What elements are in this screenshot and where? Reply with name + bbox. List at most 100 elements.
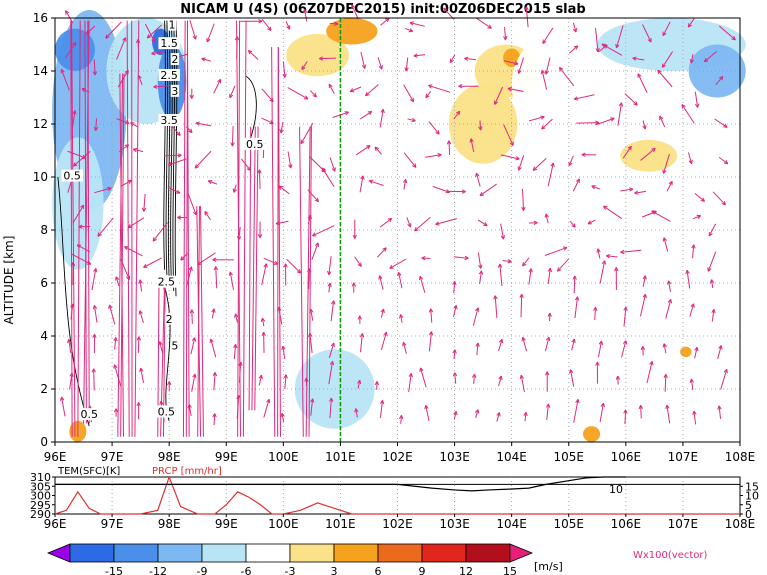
wind-vector-head [93,268,98,273]
wind-vector-head [260,317,266,323]
contour-line [167,20,171,281]
wind-vector-head [723,159,729,165]
wind-vector [544,246,568,257]
wind-vector [449,54,456,63]
wind-vector-head [382,247,387,252]
wind-vector-strong [248,126,252,411]
wind-vector [601,43,623,56]
wind-vector-head [483,222,488,227]
wind-vector-head [188,266,193,271]
wind-vector-head [93,126,99,131]
wind-vector-head [707,267,712,272]
wind-vector [68,339,72,354]
surface-panel: 10 TEM(SFC)[K] PRCP [mm/hr] 290295300305… [30,466,759,531]
wind-vector-head [303,9,308,14]
wind-vector-head [449,58,454,64]
wind-vector [321,167,335,187]
wind-vector [93,368,95,391]
colorbar-segment [245,543,291,563]
wind-vector-head [283,374,288,379]
wind-vector [233,344,237,360]
prcp-line [54,475,740,515]
wind-vector [520,294,523,318]
y-tick-label: 16 [33,11,48,25]
contour-label: 1 [169,19,176,32]
contour-label-bg [61,169,83,182]
surface-left-tick-label: 295 [30,499,51,512]
x-tick-label: 96E [44,450,67,464]
wind-vector-head [167,161,173,167]
wind-vector-head [562,246,568,251]
wind-vector [541,70,548,90]
wind-vector-head [352,234,357,239]
wind-vector-head [667,299,673,304]
wind-vector [640,405,642,419]
wind-vector [640,147,656,161]
wind-vector [499,263,503,287]
wind-vector [547,268,551,285]
wind-vector-head [151,51,156,56]
contour-label-bg [170,53,180,66]
wind-vector-head [519,374,525,380]
wind-vector [285,21,291,30]
wind-vector [718,405,722,419]
wind-vector [187,193,197,216]
wind-vector [475,172,481,187]
wind-vector [379,400,383,418]
wind-vector-head [575,178,580,183]
wind-vector-head [685,269,690,275]
wind-vector-head [544,213,549,218]
wind-vector [453,349,456,359]
wind-vector [115,276,120,287]
wind-vector-head [615,43,620,49]
wind-vector [137,336,140,353]
wind-vector-head [267,26,272,31]
wind-vector-strong [299,126,304,437]
temperature-line [55,476,626,492]
wind-vector [60,69,70,91]
legend-temperature: TEM(SFC)[K] [57,466,120,477]
wind-vector-head [614,267,619,272]
wind-vector-head [328,397,334,402]
wind-vector-head [632,56,637,61]
wind-vector-strong [242,20,247,437]
wind-vector-head [398,415,404,420]
wind-vector [572,22,577,33]
wind-vector-head [620,249,625,255]
wind-vector [708,223,717,237]
wind-vector-head [666,280,672,285]
wind-vector [717,345,722,359]
wind-vector-head [234,313,239,318]
wind-vector [694,347,698,359]
wind-vector-head [361,64,367,69]
wind-vector [114,337,117,350]
wind-vector [310,308,314,321]
wind-vector [428,331,432,352]
wind-vector-head [572,275,577,280]
wind-vector [360,51,366,69]
wind-vector-head [547,267,553,273]
wind-vector [61,396,66,417]
surface-x-ticks: 96E 97E 98E 99E 100E 101E 102E 103E 104E 105E 106E… [44,514,755,531]
wind-vector [403,179,407,190]
wind-vector-head [319,56,324,61]
wind-vector [642,24,652,43]
wind-vector [139,310,144,324]
wind-vector [354,256,362,267]
wind-vector [693,410,697,425]
wind-vector [167,186,181,194]
wind-vector [503,124,514,146]
wind-vector-head [651,210,656,215]
wind-vector [332,111,349,119]
wind-vector [400,415,402,424]
wind-vector-head [622,340,628,345]
wind-vector-head [138,310,143,315]
x-tick-label: 102E [382,450,413,464]
wind-vector-head [113,364,118,369]
wind-vector-strong [200,206,204,437]
wind-vector [159,341,164,354]
contour-line [165,20,169,276]
wind-vector-head [428,308,434,313]
contour-label: 2.5 [160,69,178,82]
y-tick-label: 0 [40,435,48,449]
